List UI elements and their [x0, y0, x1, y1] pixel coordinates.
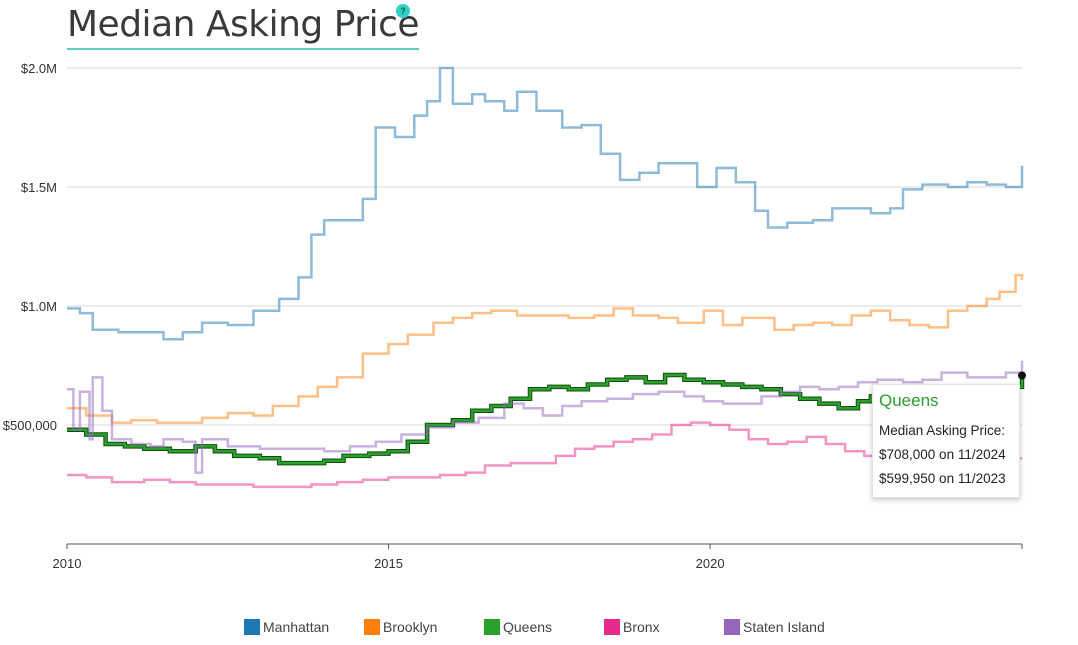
series-line-bronx — [67, 421, 1022, 489]
legend-item-manhattan[interactable]: Manhattan — [244, 619, 329, 635]
chart-title-wrap: Median Asking Price — [67, 2, 420, 50]
legend-swatch — [604, 619, 620, 635]
legend-item-queens[interactable]: Queens — [484, 619, 552, 635]
x-tick-label: 2010 — [53, 556, 82, 571]
series-line-staten-island — [67, 360, 1024, 474]
legend-label: Manhattan — [263, 619, 330, 635]
legend-swatch — [364, 619, 380, 635]
tooltip-previous-value: $599,950 on 11/2023 — [879, 471, 1006, 486]
legend-label: Queens — [503, 619, 553, 635]
y-tick-label: $1.5M — [21, 180, 57, 195]
series-line-brooklyn — [67, 273, 1024, 424]
legend-swatch — [484, 619, 500, 635]
y-tick-label: $2.0M — [21, 61, 57, 76]
legend-swatch — [724, 619, 740, 635]
x-tick-label: 2020 — [696, 556, 725, 571]
legend-item-staten-island[interactable]: Staten Island — [724, 619, 825, 635]
chart-tooltip: Queens Median Asking Price: $708,000 on … — [872, 384, 1020, 498]
legend-item-brooklyn[interactable]: Brooklyn — [364, 619, 437, 635]
legend-label: Staten Island — [743, 619, 825, 635]
chart-legend: Manhattan Brooklyn Queens Bronx Staten I… — [0, 619, 1078, 639]
legend-label: Brooklyn — [383, 619, 438, 635]
tooltip-current-value: $708,000 on 11/2024 — [879, 447, 1006, 462]
x-tick-label: 2015 — [374, 556, 403, 571]
series-layer — [67, 66, 1026, 489]
tooltip-title: Queens — [879, 391, 939, 410]
axes: $500,000 $1.0M $1.5M $2.0M 2010 2015 2020 — [3, 61, 1023, 571]
legend-label: Bronx — [623, 619, 660, 635]
y-tick-label: $1.0M — [21, 299, 57, 314]
series-line-queens — [67, 373, 1024, 465]
legend-swatch — [244, 619, 260, 635]
chart-title: Median Asking Price — [67, 2, 420, 50]
legend-item-bronx[interactable]: Bronx — [604, 619, 660, 635]
help-icon[interactable]: ? — [396, 4, 410, 18]
tooltip-label: Median Asking Price: — [879, 423, 1006, 438]
highlight-point-marker — [1018, 371, 1026, 380]
y-tick-label: $500,000 — [3, 418, 57, 433]
grid-lines — [67, 67, 1022, 426]
series-line-manhattan — [67, 66, 1024, 341]
